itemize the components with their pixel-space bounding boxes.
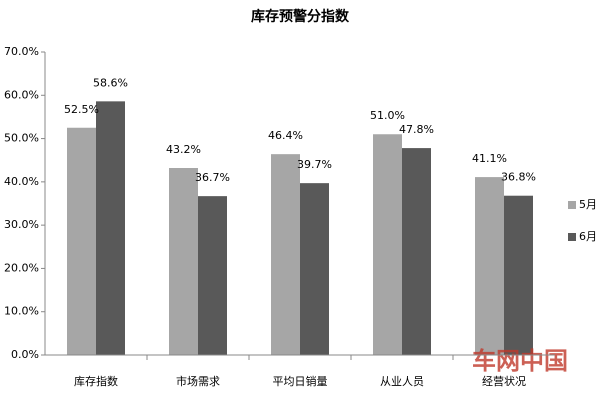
data-label: 39.7% bbox=[297, 158, 332, 171]
bar bbox=[402, 148, 431, 355]
y-tick-label: 10.0% bbox=[4, 305, 39, 318]
data-label: 46.4% bbox=[268, 129, 303, 142]
data-label: 43.2% bbox=[166, 143, 201, 156]
x-tick-label: 经营状况 bbox=[482, 374, 526, 388]
bar bbox=[373, 134, 402, 355]
legend-label: 6月 bbox=[579, 230, 597, 243]
bar bbox=[300, 183, 329, 355]
y-tick-label: 20.0% bbox=[4, 261, 39, 274]
legend-label: 5月 bbox=[579, 198, 597, 211]
y-tick-label: 30.0% bbox=[4, 218, 39, 231]
x-tick-label: 平均日销量 bbox=[273, 374, 328, 388]
y-tick-label: 50.0% bbox=[4, 132, 39, 145]
data-label: 36.8% bbox=[501, 171, 536, 184]
y-tick-label: 60.0% bbox=[4, 88, 39, 101]
bar bbox=[96, 101, 125, 356]
watermark: 车网中国 bbox=[472, 347, 568, 375]
x-tick-label: 库存指数 bbox=[74, 374, 118, 388]
bar bbox=[198, 196, 227, 355]
x-tick-label: 从业人员 bbox=[380, 375, 424, 388]
bar bbox=[504, 195, 533, 355]
data-label: 58.6% bbox=[93, 76, 128, 89]
bar bbox=[169, 168, 198, 355]
data-label: 51.0% bbox=[370, 109, 405, 122]
data-label: 36.7% bbox=[195, 171, 230, 184]
data-label: 41.1% bbox=[472, 152, 507, 165]
legend-swatch bbox=[568, 233, 576, 241]
data-label: 52.5% bbox=[64, 103, 99, 116]
y-tick-label: 40.0% bbox=[4, 175, 39, 188]
chart-title: 库存预警分指数 bbox=[251, 8, 350, 25]
data-label: 47.8% bbox=[399, 123, 434, 136]
legend-swatch bbox=[568, 201, 576, 209]
x-tick-label: 市场需求 bbox=[176, 374, 220, 388]
bar bbox=[67, 127, 96, 355]
y-tick-label: 70.0% bbox=[4, 45, 39, 58]
y-tick-label: 0.0% bbox=[11, 348, 39, 361]
bar bbox=[271, 154, 300, 355]
bar bbox=[475, 177, 504, 355]
